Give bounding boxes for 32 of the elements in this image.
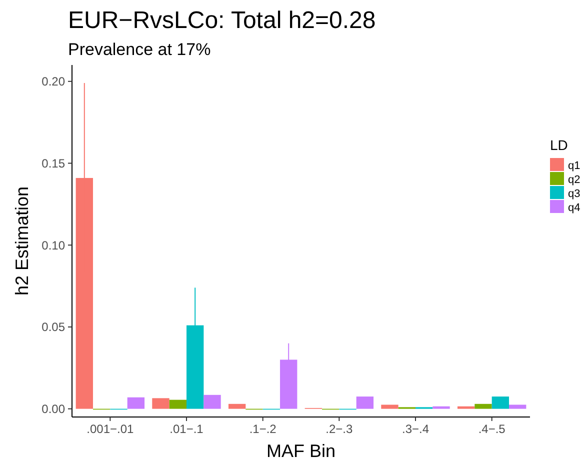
x-tick-label: .001−.01 [86,422,134,436]
chart-title: EUR−RvsLCo: Total h2=0.28 [68,7,376,34]
x-tick-label: .4−.5 [478,422,506,436]
x-tick-label: .1−.2 [249,422,277,436]
legend-label: q1 [568,160,580,172]
legend-label: q4 [568,202,580,214]
y-tick-label: 0.20 [42,74,66,89]
bar [169,400,186,409]
bar [457,406,475,409]
bar [204,394,221,409]
bar [381,404,398,409]
x-tick-label: .2−.3 [326,422,353,436]
legend-label: q3 [568,188,580,200]
bar [228,404,246,409]
bar [356,396,374,409]
legend-label: q2 [568,174,580,186]
chart-subtitle: Prevalence at 17% [68,40,211,59]
y-axis-title: h2 Estimation [12,186,32,296]
bar [432,406,450,409]
y-tick-label: 0.15 [42,156,66,170]
bar [127,397,145,409]
x-axis-title: MAF Bin [266,441,336,461]
bar [492,396,510,409]
y-tick-label: 0.05 [42,320,66,334]
x-tick-label: .01−.1 [170,422,204,436]
bar [509,404,526,409]
y-tick-label: 0.10 [42,238,66,252]
y-tick-label: 0.00 [42,402,66,416]
x-tick-label: .3−.4 [402,422,430,436]
legend-title: LD [550,137,568,153]
bar [152,398,170,409]
bar [474,404,492,409]
